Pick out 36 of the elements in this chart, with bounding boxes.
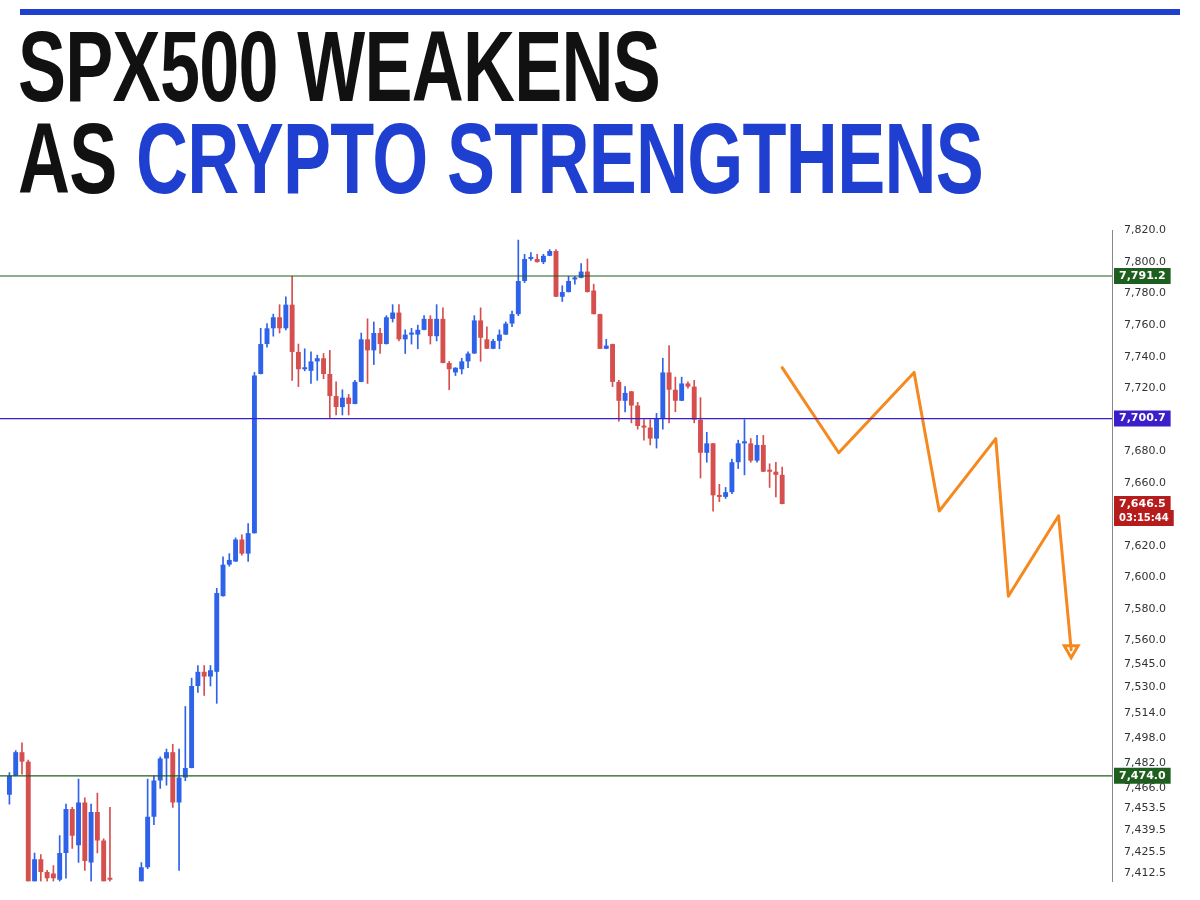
y-tick-label: 7,466.0 — [1124, 781, 1166, 795]
y-tick-label: 7,514.0 — [1124, 705, 1166, 719]
ref-line-label: 7,791.2 — [1119, 268, 1166, 282]
candlestick — [773, 461, 779, 498]
candlestick — [176, 748, 182, 871]
y-tick-label: 7,580.0 — [1124, 601, 1166, 615]
y-tick-label: 7,425.5 — [1124, 845, 1166, 859]
y-tick-label: 7,600.0 — [1124, 570, 1166, 584]
chart-title: SPX500 WEAKENS AS CRYPTO STRENGTHENS — [18, 10, 984, 214]
y-tick-label: 7,800.0 — [1124, 254, 1166, 268]
y-tick-label: 7,453.5 — [1124, 800, 1166, 814]
y-tick-label: 7,780.0 — [1124, 286, 1166, 300]
candlestick — [666, 345, 672, 424]
text: 7,646.5 — [1119, 496, 1166, 510]
y-tick-label: 7,740.0 — [1124, 349, 1166, 363]
ref-line-label: 7,474.0 — [1119, 768, 1166, 782]
y-tick-label: 7,482.0 — [1124, 756, 1166, 770]
y-tick-label: 7,680.0 — [1124, 444, 1166, 458]
y-tick-label: 7,820.0 — [1124, 223, 1166, 237]
y-tick-label: 7,530.0 — [1124, 680, 1166, 694]
candlestick — [314, 354, 320, 381]
y-tick-label: 7,660.0 — [1124, 475, 1166, 489]
y-tick-label: 7,545.0 — [1124, 656, 1166, 670]
candlestick — [446, 361, 452, 391]
y-tick-label: 7,498.0 — [1124, 730, 1166, 744]
text: 03:15:44 — [1119, 511, 1169, 523]
y-tick-label: 7,412.5 — [1124, 865, 1166, 879]
y-tick-label: 7,760.0 — [1124, 318, 1166, 332]
y-tick-label: 7,720.0 — [1124, 381, 1166, 395]
candlestick — [302, 348, 308, 372]
candlestick — [528, 252, 534, 261]
ref-line-label: 7,700.7 — [1119, 411, 1166, 425]
candlestick — [201, 665, 207, 696]
y-tick-label: 7,439.5 — [1124, 823, 1166, 837]
y-tick-label: 7,560.0 — [1124, 633, 1166, 647]
y-tick-label: 7,620.0 — [1124, 538, 1166, 552]
